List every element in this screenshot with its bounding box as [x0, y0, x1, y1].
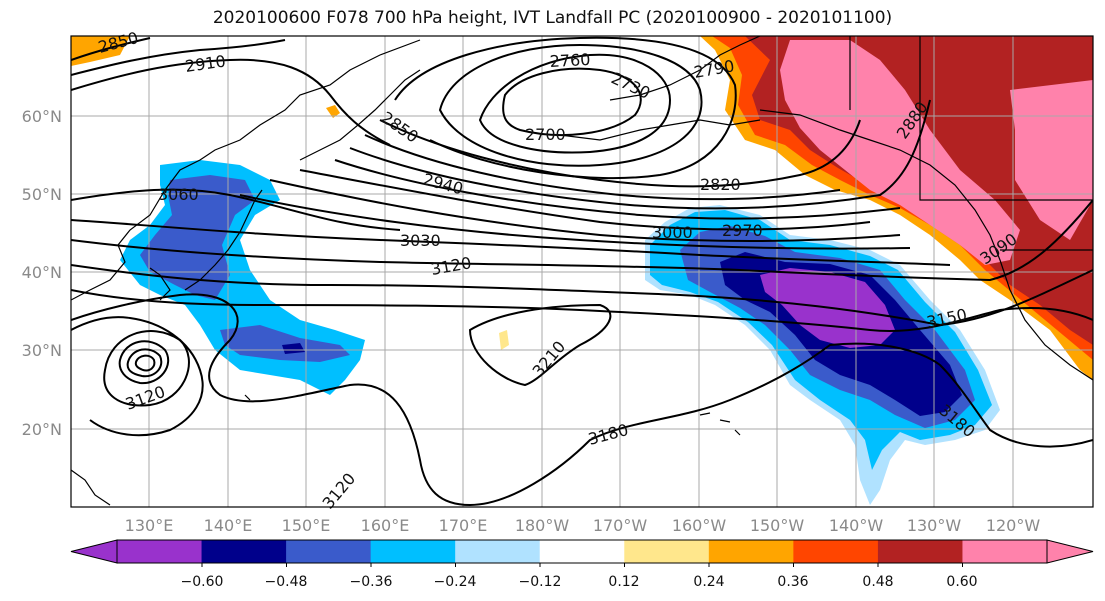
- height-contours: [71, 36, 1093, 507]
- contour-low-4: [103, 330, 190, 407]
- contour-2850-nw: [71, 37, 151, 61]
- lat-label: 20°N: [22, 420, 62, 439]
- contour-label: 3000: [652, 223, 693, 242]
- map-frame: [70, 35, 1094, 508]
- colorbar-frame: [116, 539, 1048, 564]
- contour-2700: [502, 67, 642, 136]
- colorbar-tick-labels: −0.60 −0.48 −0.36 −0.24 −0.12 0.12 0.24 …: [181, 574, 978, 590]
- contour-2760: [438, 43, 703, 167]
- contour-3210: [468, 303, 612, 387]
- map-title: 2020100600 F078 700 hPa height, IVT Land…: [212, 8, 893, 28]
- latitude-labels: 60°N 50°N 40°N 30°N 20°N: [22, 107, 62, 439]
- colorbar-segment: [793, 540, 879, 563]
- ivt-region-neg-west-blue: [140, 175, 255, 300]
- ivt-region-pos-pink: [780, 40, 1020, 265]
- contour-label: 2970: [722, 221, 763, 240]
- contour-label: 3060: [158, 185, 199, 204]
- coastline-asia: [71, 39, 421, 301]
- coastline-japan: [184, 189, 263, 291]
- colorbar-segment: [962, 540, 1048, 563]
- contour-3000: [239, 194, 911, 250]
- colorbar-segment: [877, 540, 963, 563]
- lon-label: 140°W: [829, 516, 884, 535]
- lon-label: 140°E: [204, 516, 253, 535]
- colorbar-segment: [708, 540, 794, 563]
- lat-label: 40°N: [22, 263, 62, 282]
- coastline-kamchatka: [299, 69, 421, 161]
- colorbar-tick-label: 0.60: [946, 574, 977, 590]
- colorbar-tick-label: 0.12: [608, 574, 639, 590]
- gridlines: [71, 36, 1093, 507]
- contour-2910b: [334, 159, 901, 220]
- colorbar-tick-label: −0.36: [350, 574, 393, 590]
- lon-label: 150°E: [282, 516, 331, 535]
- contour-3150: [71, 289, 1093, 332]
- colorbar-tick-label: −0.48: [265, 574, 308, 590]
- colorbar-tick-label: 0.24: [693, 574, 724, 590]
- lat-label: 30°N: [22, 341, 62, 360]
- contour-label: 3030: [400, 231, 441, 250]
- contour-2880: [349, 99, 931, 210]
- filled-fields: [71, 36, 1093, 505]
- coastline-namerica: [759, 109, 1093, 381]
- longitude-labels: 130°E 140°E 150°E 160°E 170°E 180°W 170°…: [125, 516, 1041, 535]
- contour-low-3: [134, 354, 156, 372]
- colorbar-segment: [370, 540, 456, 563]
- contour-low-2: [126, 348, 163, 378]
- colorbar-tick-label: −0.60: [181, 574, 224, 590]
- contour-3120: [71, 264, 1093, 327]
- lon-label: 180°W: [515, 516, 570, 535]
- colorbar-segment: [539, 540, 625, 563]
- colorbar-tick-label: 0.36: [777, 574, 808, 590]
- contour-2880-nw: [71, 39, 286, 76]
- contour-label: 2760: [549, 50, 591, 71]
- lon-label: 130°E: [125, 516, 174, 535]
- border-canada-us: [919, 36, 1093, 201]
- coastline-hawaii: [699, 412, 741, 436]
- coastline-korea: [149, 267, 171, 301]
- lon-label: 120°W: [986, 516, 1041, 535]
- contour-2910: [71, 58, 391, 146]
- contour-3030: [71, 219, 951, 266]
- colorbar-segment: [286, 540, 372, 563]
- colorbar-extend-min: [70, 539, 118, 564]
- lon-label: 160°E: [361, 516, 410, 535]
- lon-label: 170°E: [439, 516, 488, 535]
- contour-3120-w: [71, 316, 204, 437]
- contour-2850: [364, 134, 841, 201]
- contour-label: 2820: [700, 175, 741, 194]
- coastline-philippines: [71, 469, 111, 506]
- lon-label: 150°W: [750, 516, 805, 535]
- colorbar-tick-label: 0.48: [862, 574, 893, 590]
- lon-label: 170°W: [593, 516, 648, 535]
- contour-3060: [71, 188, 401, 231]
- colorbar-segment: [624, 540, 710, 563]
- contour-2820: [379, 119, 861, 188]
- contour-2970: [269, 179, 901, 242]
- contour-2730: [478, 53, 672, 154]
- contour-2940: [299, 169, 871, 231]
- colorbar-segment: [201, 540, 287, 563]
- contour-label: 2700: [525, 125, 566, 144]
- colorbar-segment: [455, 540, 541, 563]
- colorbar-tick-label: −0.12: [519, 574, 562, 590]
- colorbar-extend-max: [1046, 539, 1094, 564]
- colorbar: [70, 539, 1094, 567]
- contour-low-1: [118, 340, 170, 385]
- contour-3090: [71, 199, 1093, 282]
- lat-label: 50°N: [22, 185, 62, 204]
- lat-label: 60°N: [22, 107, 62, 126]
- lon-label: 130°W: [907, 516, 962, 535]
- lon-label: 160°W: [672, 516, 727, 535]
- coastlines: [71, 36, 1093, 506]
- contour-3180: [71, 293, 1093, 507]
- colorbar-tick-label: −0.24: [434, 574, 477, 590]
- colorbar-segment: [117, 540, 203, 563]
